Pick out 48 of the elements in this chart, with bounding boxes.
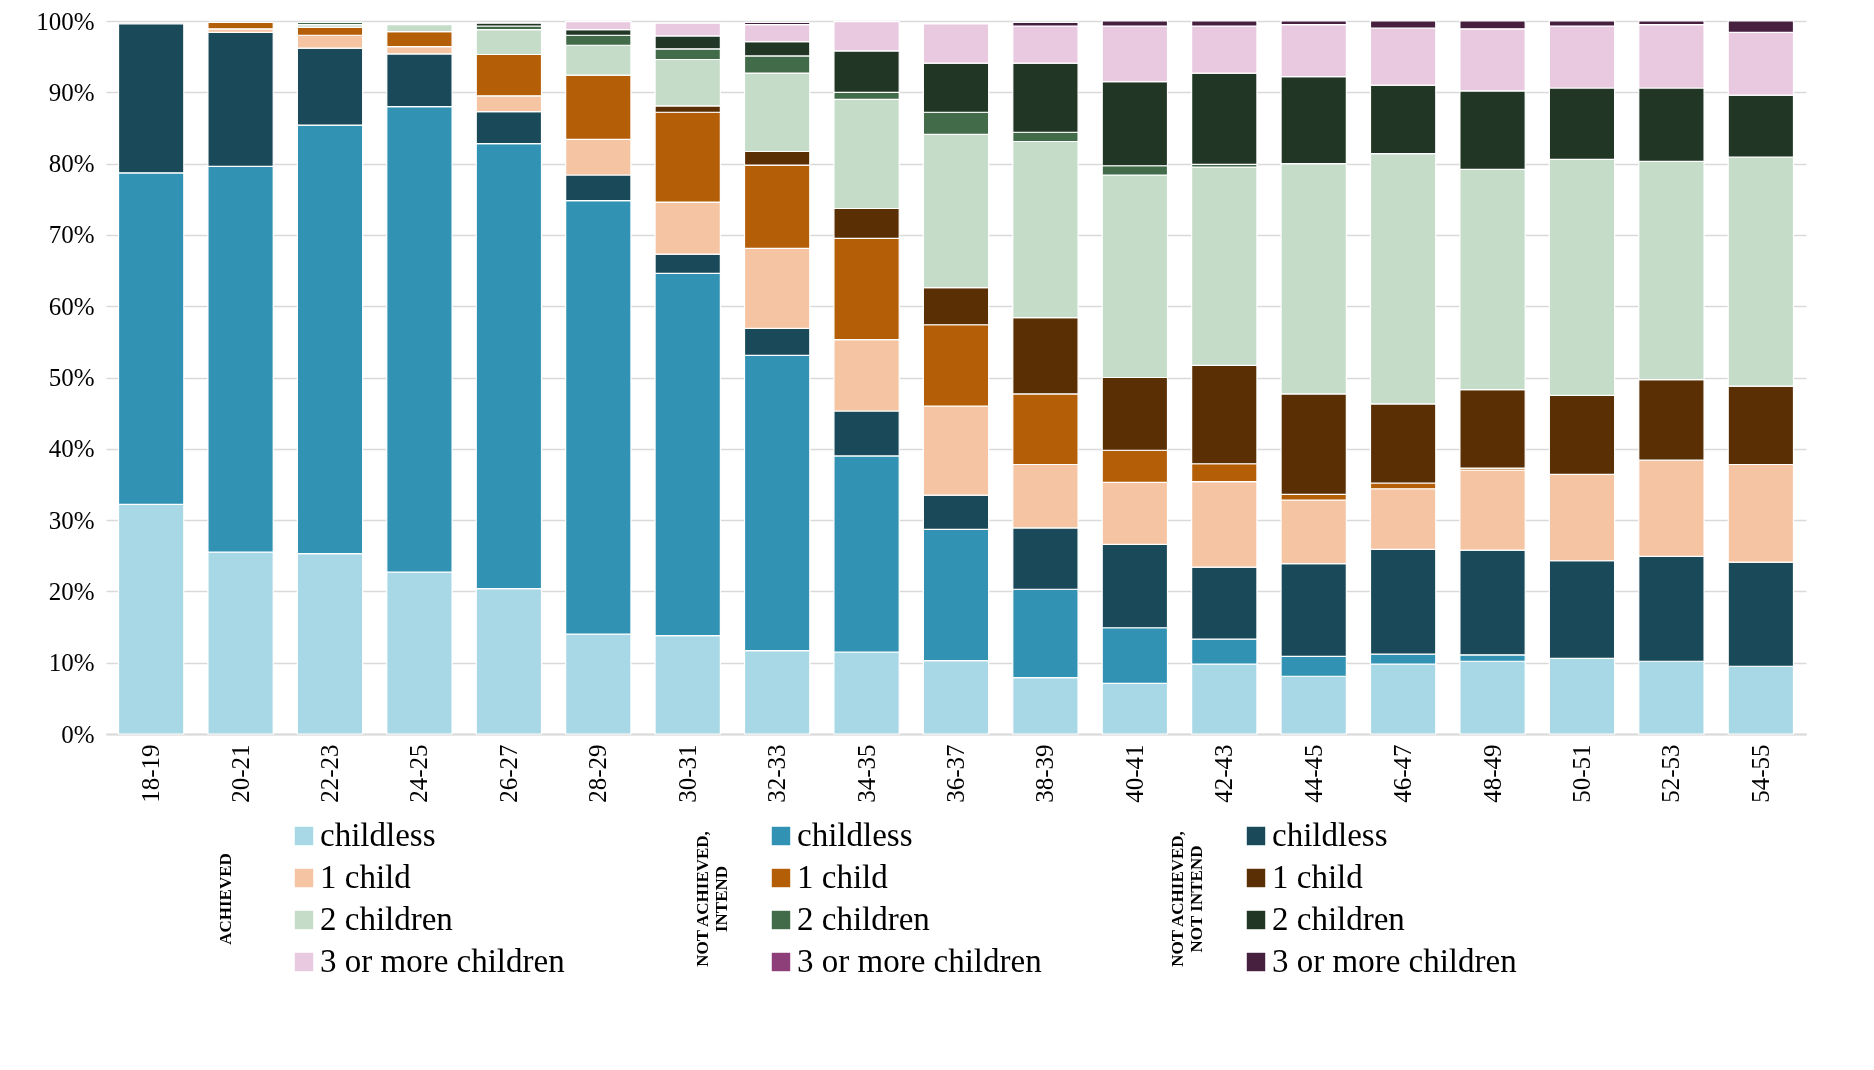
x-tick-label: 34-35 xyxy=(852,744,880,803)
bar xyxy=(475,22,543,27)
y-tick-label: 40% xyxy=(48,435,95,463)
legend-label: childless xyxy=(320,817,436,853)
y-tick-label: 20% xyxy=(48,577,95,605)
y-tick-label: 60% xyxy=(48,292,95,320)
legend-label: 3 or more children xyxy=(1272,943,1517,979)
x-tick-label: 38-39 xyxy=(1031,744,1059,803)
x-tick-label: 32-33 xyxy=(763,744,791,803)
legend-label: 2 children xyxy=(797,901,930,937)
x-tick-label: 46-47 xyxy=(1389,744,1417,803)
legend-label: 3 or more children xyxy=(797,943,1042,979)
x-tick-label: 42-43 xyxy=(1210,744,1238,803)
y-tick-label: 10% xyxy=(48,649,95,677)
legend-label: 2 children xyxy=(1272,901,1405,937)
bar xyxy=(1459,660,1526,735)
bar xyxy=(207,21,274,30)
x-tick-label: 28-29 xyxy=(584,744,612,803)
y-tick-label: 80% xyxy=(48,150,95,178)
x-tick-label: 22-23 xyxy=(316,744,344,803)
y-tick-label: 100% xyxy=(36,7,95,35)
text: ACHIEVED xyxy=(216,853,235,945)
x-tick-label: 40-41 xyxy=(1120,744,1148,803)
x-tick-label: 50-51 xyxy=(1567,744,1595,803)
y-tick-label: 90% xyxy=(48,78,95,106)
legend-label: 1 child xyxy=(320,859,412,895)
x-tick-label: 26-27 xyxy=(494,744,522,803)
x-tick-label: 20-21 xyxy=(226,744,254,803)
x-tick-label: 48-49 xyxy=(1478,744,1506,803)
x-tick-label: 54-55 xyxy=(1746,744,1774,803)
x-tick-label: 30-31 xyxy=(673,744,701,803)
y-tick-label: 0% xyxy=(61,720,95,748)
x-tick-label: 44-45 xyxy=(1299,744,1327,803)
x-tick-label: 18-19 xyxy=(137,744,165,803)
text: NOT ACHIEVED, NOT INTEND xyxy=(1168,831,1206,967)
y-tick-label: 70% xyxy=(48,221,95,249)
x-tick-label: 36-37 xyxy=(942,744,969,803)
legend-label: 3 or more children xyxy=(320,943,565,979)
y-tick-label: 50% xyxy=(48,364,95,391)
x-tick-label: 52-53 xyxy=(1657,744,1685,803)
legend-label: childless xyxy=(1272,817,1388,853)
text: NOT ACHIEVED, INTEND xyxy=(693,831,731,967)
legend-label: 2 children xyxy=(320,901,453,937)
legend-label: childless xyxy=(797,817,913,853)
legend-label: 1 child xyxy=(797,859,889,895)
legend-label: 1 child xyxy=(1272,859,1364,895)
x-tick-label: 24-25 xyxy=(405,744,433,803)
y-tick-label: 30% xyxy=(48,506,95,534)
